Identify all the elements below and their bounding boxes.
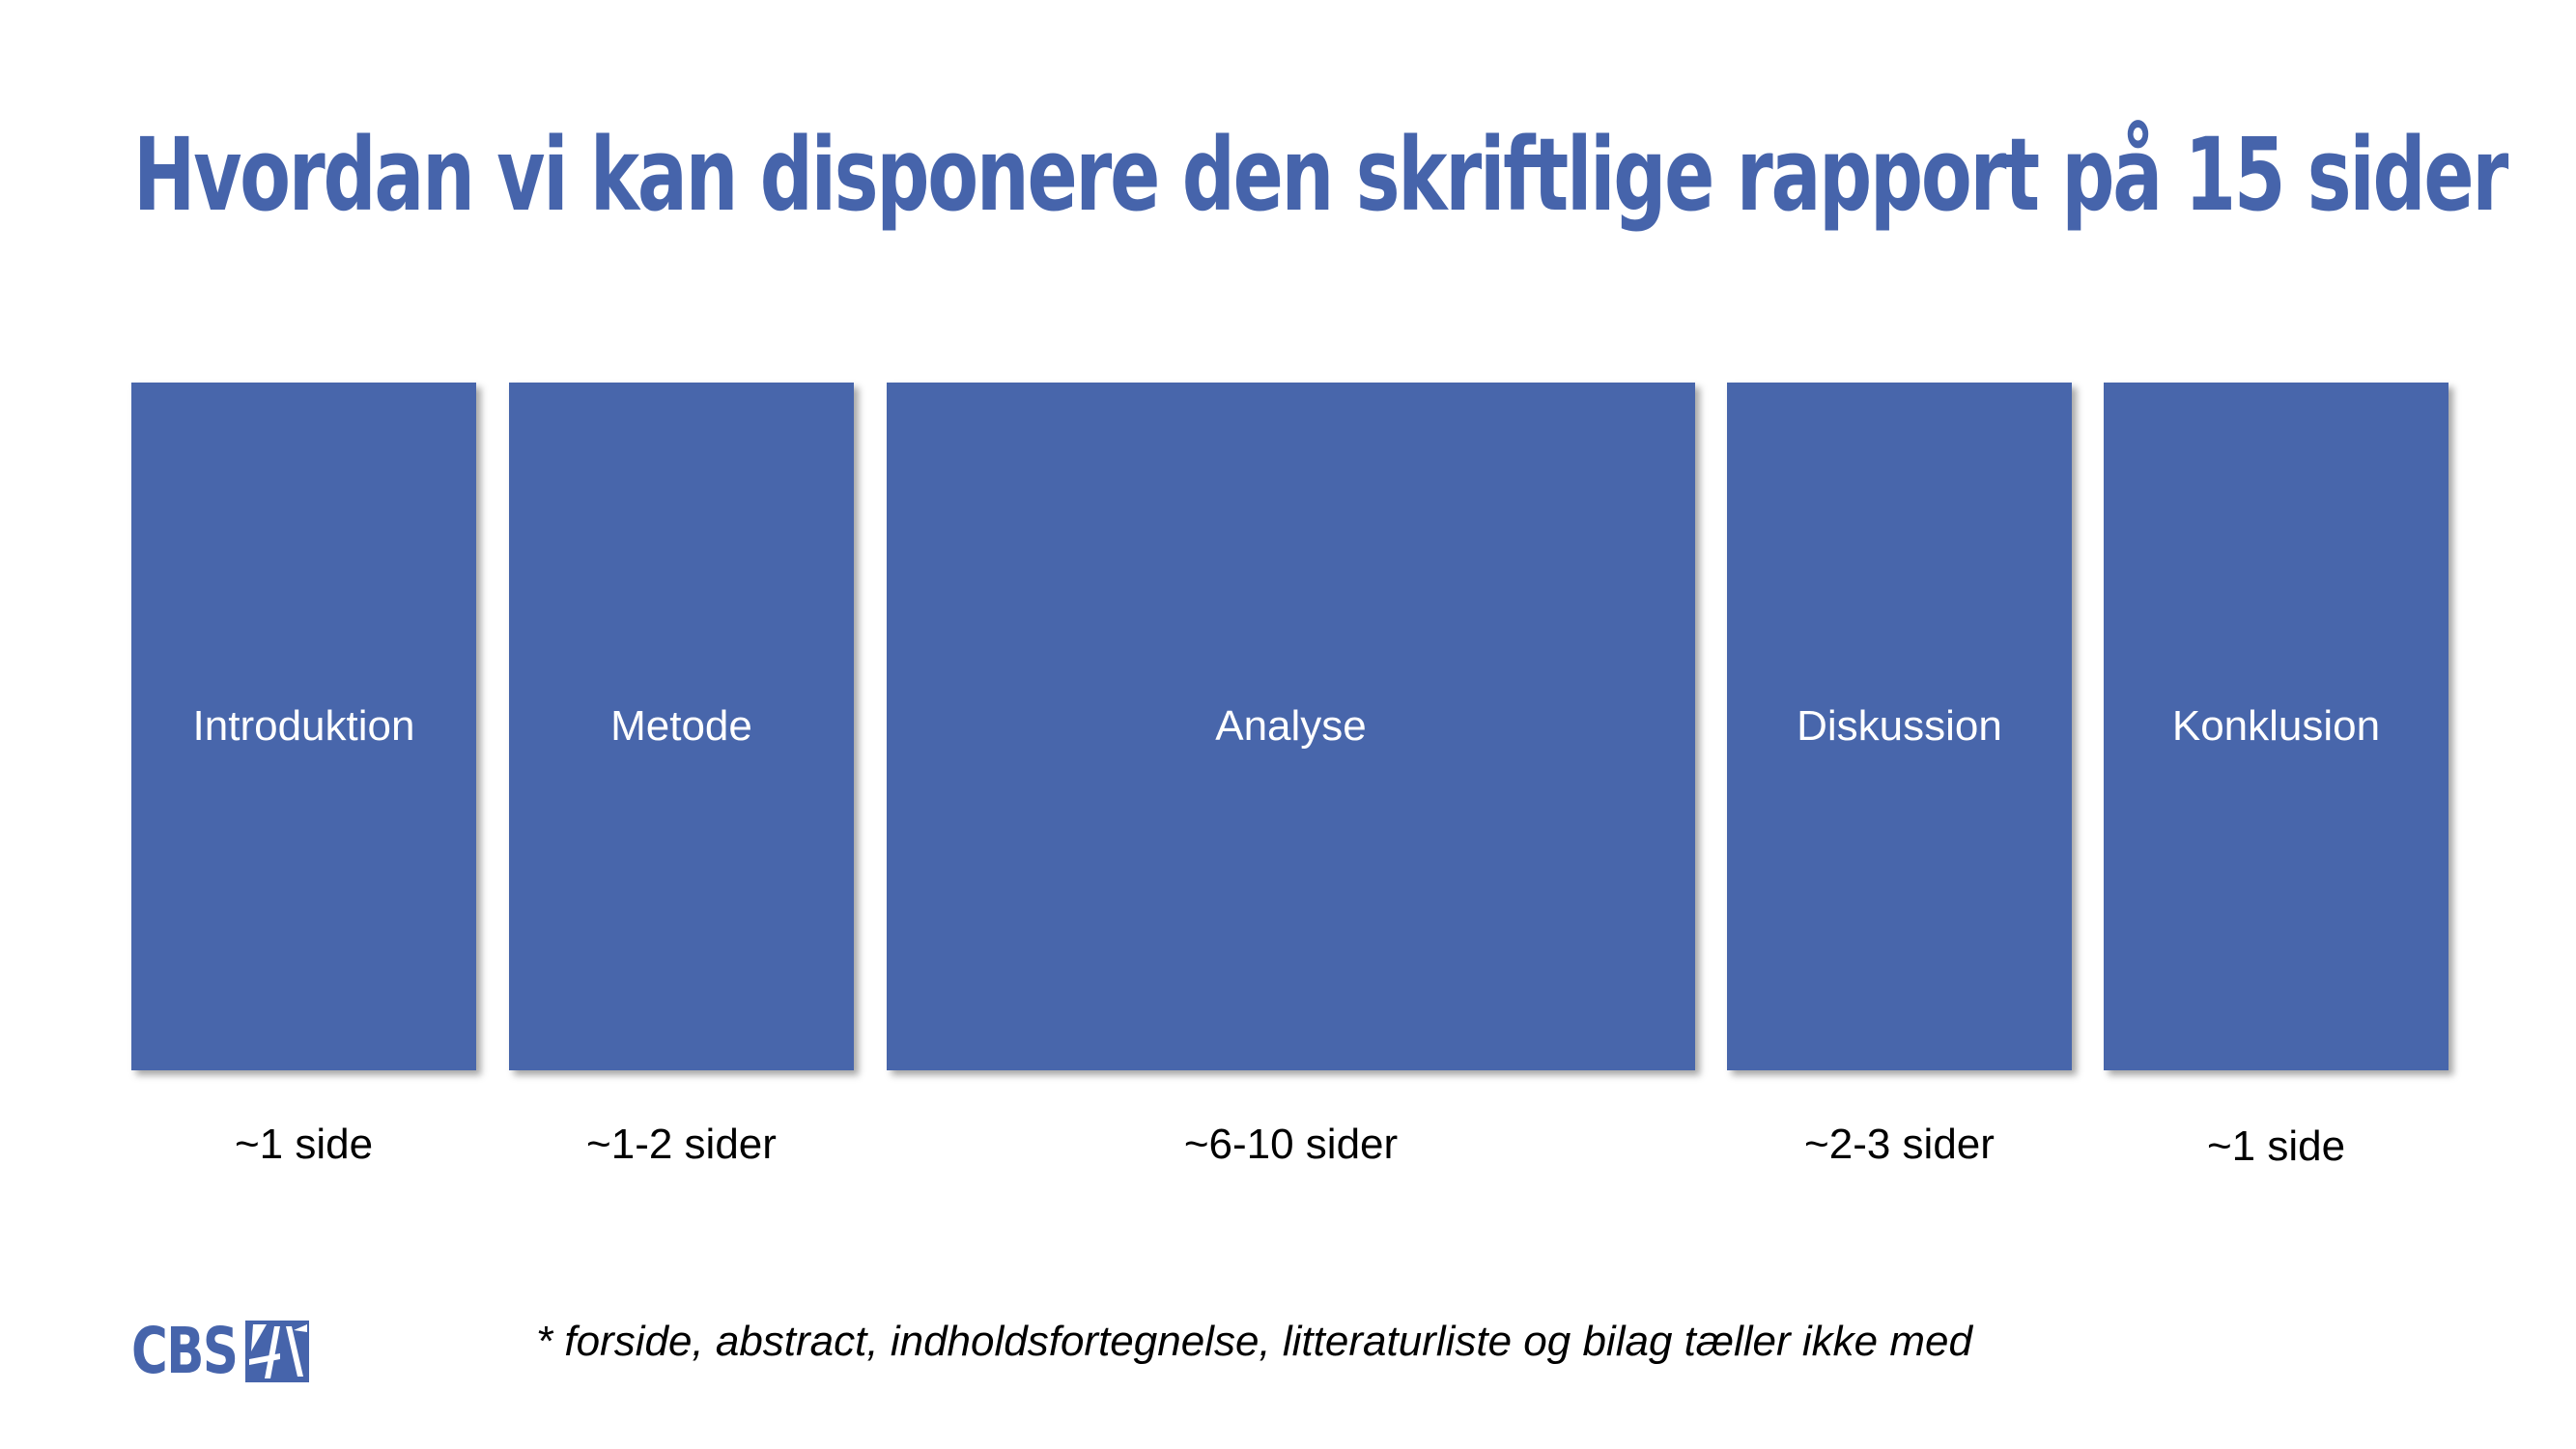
section-label: Metode: [610, 702, 752, 750]
page-count-metode: ~1-2 sider: [586, 1121, 777, 1168]
section-box-diskussion: Diskussion: [1727, 383, 2072, 1070]
section-box-analyse: Analyse: [887, 383, 1695, 1070]
section-label: Introduktion: [192, 702, 415, 750]
section-label: Analyse: [1215, 702, 1367, 750]
footnote: * forside, abstract, indholdsfortegnelse…: [536, 1318, 1972, 1365]
cbs-logo-icon: [245, 1320, 309, 1382]
page-count-introduktion: ~1 side: [234, 1121, 374, 1168]
logo-text: CBS: [131, 1314, 239, 1388]
page-count-konklusion: ~1 side: [2206, 1122, 2346, 1170]
section-box-metode: Metode: [509, 383, 854, 1070]
section-label: Konklusion: [2171, 702, 2381, 750]
page-title: Hvordan vi kan disponere den skriftlige …: [133, 116, 2508, 234]
section-box-introduktion: Introduktion: [131, 383, 476, 1070]
section-label: Diskussion: [1797, 702, 2002, 750]
page-count-analyse: ~6-10 sider: [1183, 1121, 1399, 1168]
page-count-diskussion: ~2-3 sider: [1804, 1121, 1995, 1168]
cbs-logo: CBS: [131, 1314, 309, 1388]
section-box-konklusion: Konklusion: [2104, 383, 2449, 1070]
